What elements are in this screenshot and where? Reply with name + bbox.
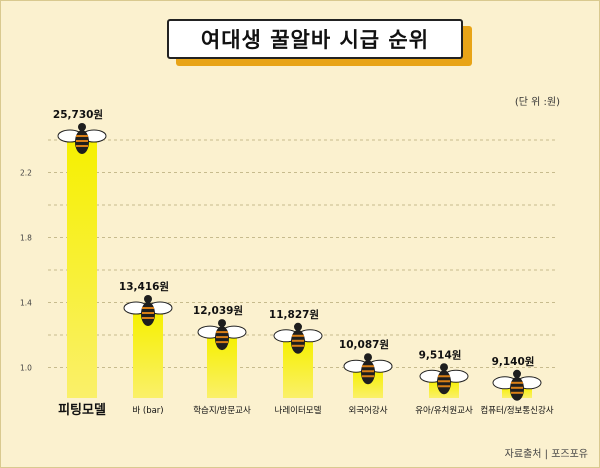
source-label: 자료출처 | 포즈포유 [504, 449, 588, 460]
bar [67, 140, 97, 398]
bee-icon [197, 319, 247, 351]
x-category-label: 바 (bar) [132, 405, 163, 416]
y-tick-label: 2.2 [20, 169, 32, 178]
unit-label: (단 위 :원) [514, 97, 560, 108]
bar-value-label: 9,140원 [492, 355, 535, 368]
bar [133, 312, 163, 398]
y-tick-label: 1.8 [20, 234, 32, 243]
bar-value-label: 25,730원 [53, 108, 103, 121]
x-category-label: 컴퓨터/정보통신강사 [480, 405, 553, 416]
x-category-label: 유아/유치원교사 [415, 405, 473, 416]
bar-value-label: 9,514원 [419, 348, 462, 361]
bar-value-label: 12,039원 [193, 304, 243, 317]
bee-icon [123, 295, 173, 326]
y-tick-label: 1.0 [20, 364, 32, 373]
bee-icon [492, 369, 542, 401]
bar-value-label: 10,087원 [339, 338, 389, 351]
bee-icon [419, 363, 469, 395]
bar-value-label: 11,827원 [269, 308, 319, 321]
x-category-label: 나레이터모델 [275, 405, 322, 416]
bee-icon [273, 322, 323, 354]
x-category-label: 피팅모델 [58, 402, 106, 418]
page-title: 여대생 꿀알바 시급 순위 [167, 19, 463, 59]
x-category-label: 외국어강사 [348, 405, 387, 416]
x-category-label: 학습지/방문교사 [193, 405, 251, 416]
bee-icon [343, 353, 393, 385]
y-tick-label: 1.4 [20, 299, 32, 308]
bar-value-label: 13,416원 [119, 280, 169, 293]
bee-icon [57, 123, 107, 154]
